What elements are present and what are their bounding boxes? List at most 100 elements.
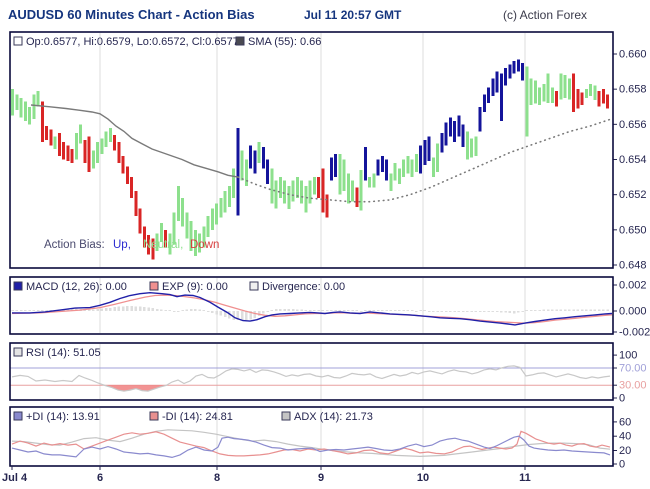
y-tick-label: 100 bbox=[619, 350, 637, 362]
price-bar bbox=[198, 233, 201, 253]
divergence-bar bbox=[138, 306, 142, 311]
price-bar bbox=[504, 68, 507, 86]
price-bar bbox=[593, 85, 597, 100]
price-bar bbox=[555, 90, 558, 107]
divergence-bar bbox=[266, 311, 269, 312]
price-bar bbox=[359, 170, 363, 211]
price-bar bbox=[295, 177, 299, 199]
price-bar bbox=[559, 73, 563, 100]
divergence-bar bbox=[423, 310, 426, 311]
divergence-bar bbox=[70, 308, 74, 311]
divergence-bar bbox=[436, 311, 439, 312]
divergence-bar bbox=[525, 310, 528, 311]
price-bar bbox=[232, 168, 235, 199]
price-bar bbox=[45, 126, 48, 141]
rsi-panel-legend: RSI (14): 51.05 bbox=[13, 347, 101, 359]
price-bar bbox=[453, 120, 456, 142]
divergence-bar bbox=[211, 311, 214, 313]
price-bar bbox=[444, 122, 448, 146]
price-bar bbox=[389, 173, 393, 192]
price-bar bbox=[538, 87, 541, 105]
divergence-bar bbox=[143, 307, 146, 311]
divergence-bar bbox=[555, 309, 558, 311]
divergence-bar bbox=[449, 311, 452, 312]
divergence-bar bbox=[168, 310, 171, 311]
divergence-bar bbox=[245, 311, 248, 320]
price-bar bbox=[478, 106, 482, 132]
divergence-bar bbox=[240, 311, 244, 320]
price-bar bbox=[236, 127, 240, 216]
price-bar bbox=[576, 89, 580, 109]
chart-datetime: Jul 11 20:57 GMT bbox=[304, 8, 402, 22]
divergence-bar bbox=[96, 308, 99, 311]
divergence-bar bbox=[296, 309, 299, 311]
divergence-bar bbox=[219, 311, 222, 316]
price-bar bbox=[253, 150, 257, 174]
price-bar bbox=[159, 222, 163, 243]
divergence-bar bbox=[444, 311, 448, 312]
price-bar bbox=[338, 154, 342, 195]
macd-panel-legend-swatch bbox=[249, 281, 259, 291]
divergence-bar bbox=[287, 309, 290, 311]
divergence-bar bbox=[563, 309, 567, 311]
price-bar bbox=[525, 66, 529, 137]
price-bar bbox=[270, 168, 274, 204]
price-bar bbox=[147, 235, 150, 255]
macd-panel-y-axis: 0.002 0.000 -0.002 bbox=[613, 280, 650, 339]
divergence-bar bbox=[283, 308, 286, 311]
y-tick-label: 60 bbox=[619, 416, 631, 428]
price-bar bbox=[572, 73, 575, 112]
price-bar bbox=[62, 141, 65, 160]
divergence-bar bbox=[155, 308, 159, 311]
action-bias-label: Action Bias: bbox=[44, 239, 105, 251]
divergence-bar bbox=[534, 310, 537, 311]
price-bar bbox=[589, 83, 592, 97]
divergence-bar bbox=[402, 310, 405, 311]
divergence-bar bbox=[300, 309, 303, 311]
price-bar bbox=[533, 80, 537, 104]
price-panel-legend-swatch bbox=[13, 36, 23, 46]
dmi-panel-legend-label: ADX (14): 21.73 bbox=[294, 411, 373, 423]
macd-panel-legend-label: MACD (12, 26): 0.00 bbox=[26, 281, 127, 293]
price-bar bbox=[508, 64, 512, 79]
price-bar bbox=[96, 141, 99, 163]
price-bar bbox=[355, 187, 359, 207]
price-bar bbox=[117, 141, 121, 163]
price-panel-legend: Op:0.6577, Hi:0.6579, Lo:0.6572, Cl:0.65… bbox=[13, 36, 321, 48]
macd-panel-legend-swatch bbox=[149, 281, 159, 291]
y-tick-label: 0.652 bbox=[619, 189, 647, 201]
price-bar bbox=[465, 131, 469, 160]
price-bar bbox=[448, 117, 452, 137]
price-bar bbox=[70, 149, 74, 164]
price-bar bbox=[261, 147, 265, 169]
price-bar bbox=[193, 229, 197, 257]
price-bar bbox=[32, 94, 36, 119]
divergence-bar bbox=[232, 311, 235, 320]
price-bar bbox=[423, 140, 427, 165]
price-bar bbox=[495, 71, 499, 93]
price-bar bbox=[372, 173, 376, 188]
divergence-bar bbox=[100, 308, 103, 311]
price-bar bbox=[516, 59, 520, 72]
divergence-bar bbox=[15, 310, 18, 311]
divergence-bar bbox=[538, 309, 541, 311]
divergence-bar bbox=[198, 309, 201, 311]
price-bar bbox=[601, 89, 605, 104]
divergence-bar bbox=[160, 309, 163, 311]
price-bar bbox=[100, 138, 104, 155]
price-bar bbox=[283, 180, 286, 204]
divergence-bar bbox=[126, 306, 129, 311]
macd-panel-legend: MACD (12, 26): 0.00 EXP (9): 0.00 Divergen… bbox=[13, 281, 345, 293]
divergence-bar bbox=[181, 310, 184, 311]
divergence-bar bbox=[19, 310, 23, 311]
divergence-bar bbox=[597, 309, 601, 311]
minus-di-line bbox=[11, 430, 611, 457]
divergence-bar bbox=[457, 311, 460, 312]
divergence-bar bbox=[147, 307, 150, 311]
price-bar bbox=[580, 92, 584, 105]
price-bar bbox=[380, 156, 384, 172]
price-bar bbox=[431, 157, 435, 177]
price-bar bbox=[274, 180, 278, 209]
rsi-panel-legend-label: RSI (14): 51.05 bbox=[26, 347, 101, 359]
divergence-bar bbox=[334, 310, 337, 311]
